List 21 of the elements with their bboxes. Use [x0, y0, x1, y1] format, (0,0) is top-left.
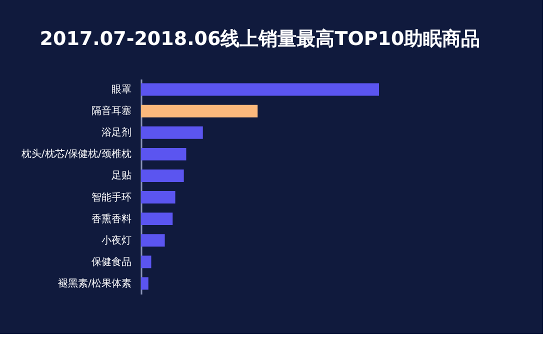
- y-tick-label: 眼罩: [112, 84, 132, 96]
- bar: [141, 126, 203, 139]
- bar: [141, 234, 165, 247]
- bar: [141, 277, 148, 290]
- y-tick-label: 褪黑素/松果体素: [58, 277, 132, 290]
- y-tick-label: 香熏香料: [92, 212, 132, 225]
- y-tick-label: 足贴: [112, 170, 132, 182]
- y-tick-label: 浴足剂: [102, 126, 132, 139]
- bar: [141, 104, 258, 118]
- bar: [141, 212, 173, 226]
- bar: [141, 256, 152, 268]
- y-tick-label: 智能手环: [92, 191, 132, 204]
- bar: [141, 148, 186, 160]
- y-tick-label: 小夜灯: [102, 234, 132, 246]
- bar: [141, 169, 184, 182]
- y-tick-label: 保健食品: [92, 256, 132, 268]
- chart-title: 2017.07-2018.06线上销量最高TOP10助眠商品: [40, 28, 480, 50]
- y-tick-label: 枕头/枕芯/保健枕/颈椎枕: [20, 148, 132, 160]
- bar: [141, 83, 379, 96]
- y-tick-label: 隔音耳塞: [92, 105, 132, 118]
- bar: [141, 191, 176, 204]
